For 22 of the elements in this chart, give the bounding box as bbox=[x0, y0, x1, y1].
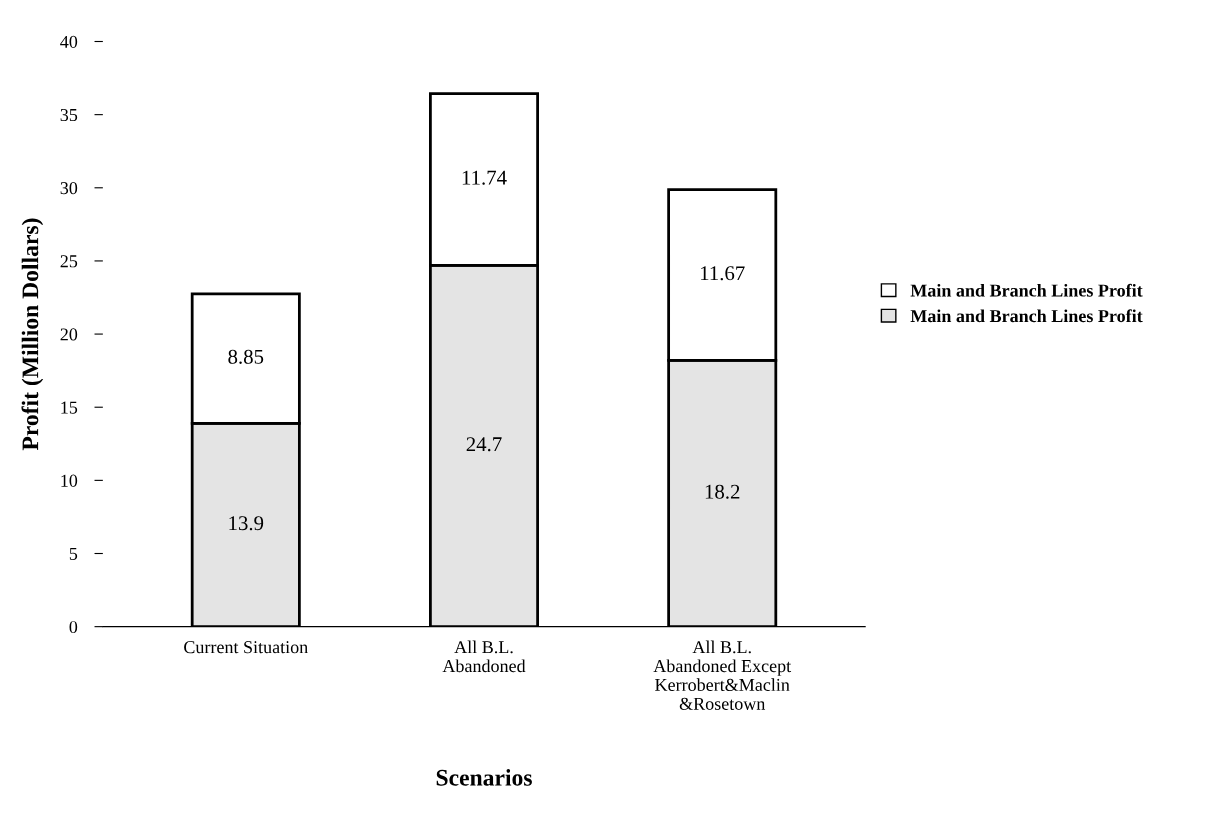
data-label: 13.9 bbox=[229, 516, 264, 531]
data-label: 8.85 bbox=[228, 349, 264, 364]
y-axis-title: Profit (Million Dollars) bbox=[21, 218, 44, 451]
y-tick-label: 10 bbox=[61, 474, 78, 487]
y-tick-label: 5 bbox=[69, 547, 78, 560]
y-tick-label: 0 bbox=[69, 620, 78, 634]
data-label: 24.7 bbox=[466, 437, 502, 452]
x-tick-label: All B.L. Abandoned Except Kerrobert&Maclin &Rosetown bbox=[653, 640, 792, 710]
y-tick-label: 30 bbox=[60, 182, 78, 195]
y-tick-label: 20 bbox=[60, 328, 78, 341]
y-tick-label: 40 bbox=[60, 35, 78, 48]
x-axis-title: Scenarios bbox=[436, 769, 532, 786]
legend-label: Main and Branch Lines Profit bbox=[910, 309, 1143, 323]
y-tick-label: 15 bbox=[61, 401, 78, 414]
y-tick-label: 35 bbox=[60, 108, 78, 122]
x-tick-label: Current Situation bbox=[184, 641, 308, 654]
data-label: 18.2 bbox=[705, 484, 740, 499]
legend-label: Main and Branch Lines Profit bbox=[910, 283, 1143, 297]
x-tick-label: All B.L. Abandoned bbox=[442, 640, 526, 673]
data-label: 11.67 bbox=[701, 266, 745, 281]
data-label: 11.74 bbox=[462, 170, 507, 185]
y-tick-label: 25 bbox=[60, 255, 78, 268]
